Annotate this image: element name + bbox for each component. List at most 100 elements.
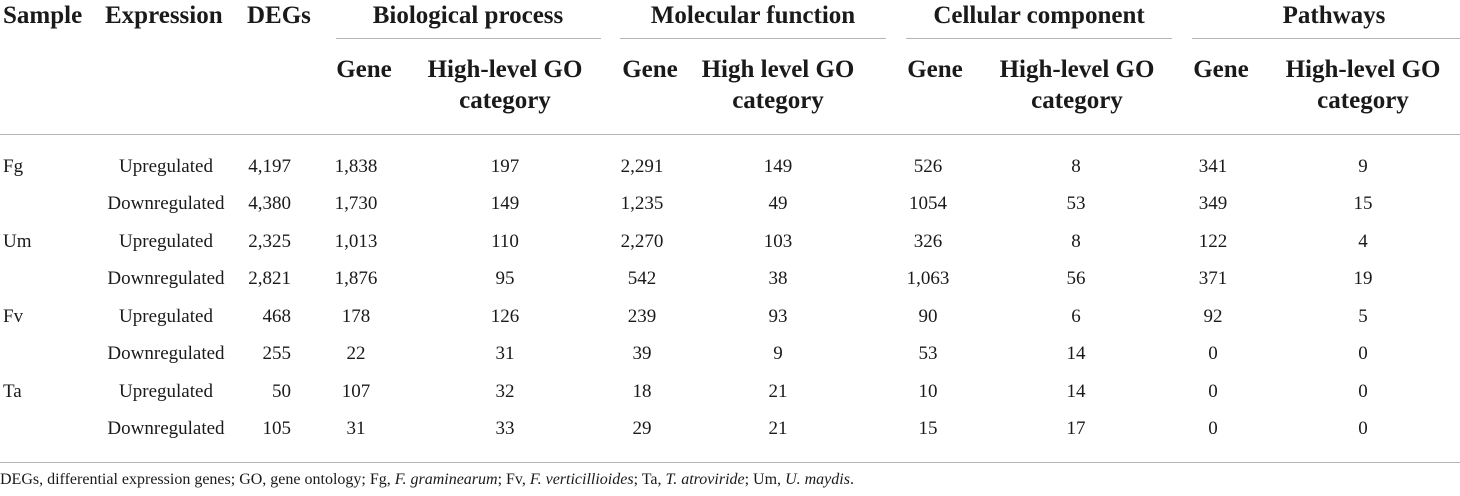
cell-degs: 255: [262, 343, 292, 364]
footnote-text: ; Ta,: [633, 471, 666, 488]
cell-pw-cat: 0: [1358, 418, 1368, 439]
cell-expression: Downregulated: [107, 418, 225, 439]
cell-pw-gene: 349: [1198, 193, 1228, 214]
cell-expression: Upregulated: [119, 380, 213, 402]
header-molecular-function: Molecular function: [650, 2, 856, 29]
subheader-cc-category: High-level GO category: [1000, 54, 1155, 116]
cell-bp-cat: 31: [495, 343, 515, 364]
footnote-text: ; Um,: [744, 471, 786, 488]
subheader-mf-category-line2: category: [732, 87, 824, 114]
cell-pw-gene: 0: [1208, 380, 1218, 402]
subheader-pw-category: High-level GO category: [1286, 54, 1441, 116]
cell-cc-cat: 6: [1071, 305, 1081, 327]
subheader-pw-category-line1: High-level GO: [1285, 56, 1441, 83]
group-rule-biological-process: [336, 38, 601, 39]
cell-mf-gene: 39: [632, 343, 652, 364]
cell-cc-cat: 17: [1066, 418, 1086, 439]
cell-cc-gene: 326: [913, 230, 943, 252]
subheader-mf-gene: Gene: [622, 56, 678, 83]
cell-expression: Downregulated: [107, 268, 225, 289]
cell-mf-gene: 2,291: [620, 155, 664, 177]
cell-pw-gene: 371: [1198, 268, 1228, 289]
footnote-text: DEGs, differential expression genes; GO,…: [0, 471, 395, 488]
cell-bp-gene: 178: [341, 305, 371, 327]
cell-bp-cat: 32: [495, 380, 515, 402]
subheader-bp-gene: Gene: [336, 56, 392, 83]
cell-degs: 4,380: [248, 193, 291, 214]
cell-degs: 105: [262, 418, 292, 439]
cell-bp-gene: 107: [341, 380, 371, 402]
cell-expression: Upregulated: [119, 230, 213, 252]
cell-sample: Ta: [3, 380, 22, 402]
header-bottom-rule: [0, 134, 1460, 135]
cell-bp-cat: 95: [495, 268, 515, 289]
subheader-bp-category: High-level GO category: [428, 54, 583, 116]
cell-mf-cat: 21: [768, 380, 788, 402]
cell-cc-cat: 56: [1066, 268, 1086, 289]
subheader-mf-category-line1: High level GO: [701, 56, 855, 83]
cell-cc-cat: 8: [1071, 155, 1081, 177]
cell-cc-gene: 15: [918, 418, 938, 439]
cell-sample: Um: [3, 230, 32, 252]
subheader-bp-category-line1: High-level GO: [427, 56, 583, 83]
cell-bp-gene: 1,876: [334, 268, 378, 289]
header-degs: DEGs: [247, 2, 311, 29]
cell-cc-cat: 53: [1066, 193, 1086, 214]
cell-cc-cat: 8: [1071, 230, 1081, 252]
cell-mf-gene: 542: [627, 268, 657, 289]
cell-pw-cat: 5: [1358, 305, 1368, 327]
cell-pw-cat: 19: [1353, 268, 1373, 289]
table-footnote: DEGs, differential expression genes; GO,…: [0, 470, 854, 490]
header-expression: Expression: [105, 2, 223, 29]
header-cellular-component: Cellular component: [933, 2, 1145, 29]
cell-bp-cat: 33: [495, 418, 515, 439]
cell-cc-gene: 90: [918, 305, 938, 327]
cell-pw-cat: 15: [1353, 193, 1373, 214]
cell-pw-gene: 341: [1198, 155, 1228, 177]
header-pathways: Pathways: [1282, 2, 1386, 29]
cell-mf-cat: 103: [763, 230, 793, 252]
cell-expression: Downregulated: [107, 193, 225, 214]
header-biological-process: Biological process: [372, 2, 564, 29]
cell-mf-cat: 149: [763, 155, 793, 177]
footnote-species-name: F. graminearum: [394, 471, 498, 488]
cell-bp-cat: 149: [490, 193, 520, 214]
cell-pw-cat: 4: [1358, 230, 1368, 252]
cell-pw-gene: 92: [1203, 305, 1223, 327]
cell-bp-gene: 31: [346, 418, 366, 439]
footnote-species-name: T. atroviride: [665, 471, 745, 488]
cell-pw-gene: 0: [1208, 343, 1218, 364]
cell-pw-gene: 0: [1208, 418, 1218, 439]
subheader-cc-category-line2: category: [1031, 87, 1123, 114]
cell-degs: 2,821: [248, 268, 291, 289]
cell-expression: Downregulated: [107, 343, 225, 364]
cell-cc-gene: 1,063: [906, 268, 950, 289]
cell-mf-cat: 49: [768, 193, 788, 214]
cell-sample: Fv: [3, 305, 24, 327]
cell-degs: 2,325: [248, 230, 291, 252]
cell-mf-cat: 38: [768, 268, 788, 289]
cell-sample: Fg: [3, 155, 24, 177]
cell-cc-cat: 14: [1066, 343, 1086, 364]
subheader-cc-category-line1: High-level GO: [999, 56, 1155, 83]
header-sample: Sample: [3, 2, 83, 29]
cell-pw-cat: 9: [1358, 155, 1368, 177]
cell-mf-gene: 239: [627, 305, 657, 327]
subheader-bp-category-line2: category: [459, 87, 551, 114]
cell-degs: 468: [262, 305, 292, 327]
subheader-cc-gene: Gene: [907, 56, 963, 83]
cell-cc-gene: 53: [918, 343, 938, 364]
subheader-pw-gene: Gene: [1193, 56, 1249, 83]
subheader-mf-category: High level GO category: [702, 54, 855, 116]
cell-bp-gene: 1,013: [334, 230, 378, 252]
footnote-species-name: U. maydis: [785, 471, 850, 488]
cell-cc-gene: 1054: [909, 193, 947, 214]
cell-mf-gene: 18: [632, 380, 652, 402]
cell-pw-cat: 0: [1358, 343, 1368, 364]
group-rule-cellular-component: [906, 38, 1172, 39]
cell-bp-gene: 1,730: [334, 193, 378, 214]
cell-mf-cat: 93: [768, 305, 788, 327]
cell-cc-cat: 14: [1066, 380, 1086, 402]
cell-mf-cat: 9: [773, 343, 783, 364]
footnote-text: .: [849, 471, 854, 488]
